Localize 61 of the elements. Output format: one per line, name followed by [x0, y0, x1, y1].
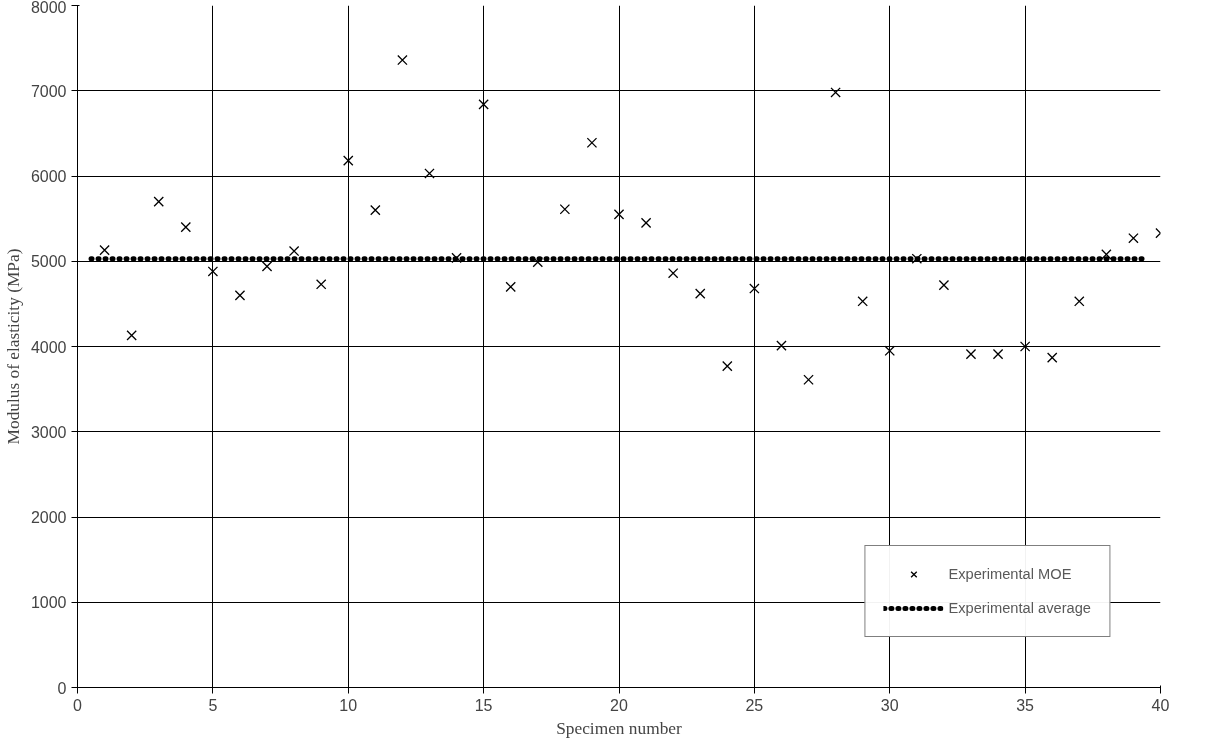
point — [451, 252, 462, 264]
point — [180, 221, 192, 233]
point — [559, 204, 571, 215]
point — [667, 267, 679, 279]
point — [1074, 296, 1085, 307]
point — [830, 87, 841, 98]
point — [505, 281, 516, 293]
point — [911, 253, 923, 264]
point — [613, 209, 625, 220]
point — [803, 374, 814, 385]
point — [207, 266, 219, 277]
point — [965, 348, 977, 360]
x-tick-label: 30 — [880, 696, 899, 714]
point — [532, 256, 544, 268]
point — [640, 217, 652, 229]
point — [1019, 341, 1031, 352]
point — [1101, 249, 1112, 260]
point — [776, 340, 787, 351]
point — [1046, 352, 1058, 363]
x-tick-label: 0 — [73, 696, 83, 714]
point — [99, 244, 110, 256]
x-tick-label: 15 — [474, 696, 493, 714]
y-tick-label: 6000 — [30, 168, 67, 185]
point — [315, 279, 327, 290]
x-tick-label: 10 — [339, 696, 358, 714]
point — [586, 137, 598, 148]
point — [424, 168, 435, 179]
y-tick-label: 2000 — [30, 509, 67, 526]
point — [857, 296, 868, 307]
point — [126, 330, 137, 341]
point — [397, 54, 408, 66]
y-tick-label: 1000 — [30, 594, 67, 612]
point — [261, 261, 273, 272]
x-tick-label: 35 — [1016, 696, 1035, 714]
y-tick-label: 5000 — [30, 253, 67, 271]
point — [722, 360, 733, 372]
point — [478, 99, 489, 110]
point — [343, 155, 354, 166]
point — [234, 290, 246, 301]
point — [884, 345, 895, 357]
point — [938, 279, 950, 291]
y-tick-label: 3000 — [30, 423, 67, 441]
point — [749, 283, 760, 294]
x-tick-label: 25 — [745, 696, 764, 714]
y-axis-title: Modulus of elasticity (MPa) — [3, 248, 23, 445]
point — [992, 348, 1004, 360]
point — [1128, 232, 1139, 244]
y-tick-label: 0 — [57, 679, 67, 697]
x-tick-label: 40 — [1151, 696, 1170, 714]
x-axis-title: Specimen number — [556, 718, 683, 738]
point — [153, 196, 164, 207]
point — [694, 288, 706, 299]
legend-label: Experimental average — [948, 600, 1091, 616]
legend-label: Experimental MOE — [948, 566, 1072, 582]
x-tick-label: 20 — [610, 696, 628, 714]
y-tick-label: 4000 — [30, 338, 67, 356]
x-tick-label: 5 — [208, 696, 218, 714]
point — [288, 245, 300, 257]
y-tick-label: 8000 — [30, 0, 67, 16]
point — [370, 204, 381, 216]
y-tick-label: 7000 — [30, 82, 67, 100]
